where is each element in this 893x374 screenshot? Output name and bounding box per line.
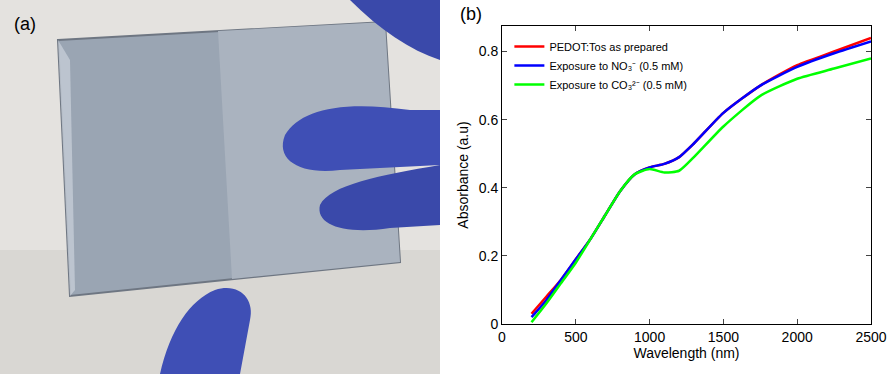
svg-text:2500: 2500 bbox=[855, 329, 886, 345]
svg-text:500: 500 bbox=[564, 329, 588, 345]
svg-text:PEDOT:Tos as prepared: PEDOT:Tos as prepared bbox=[549, 41, 668, 53]
svg-text:1500: 1500 bbox=[708, 329, 739, 345]
svg-text:(a): (a) bbox=[14, 14, 36, 34]
svg-text:0: 0 bbox=[490, 316, 498, 332]
svg-text:0: 0 bbox=[498, 329, 506, 345]
svg-text:Absorbance (a.u): Absorbance (a.u) bbox=[455, 121, 471, 228]
svg-text:Exposure to CO₃²⁻ (0.5 mM): Exposure to CO₃²⁻ (0.5 mM) bbox=[549, 79, 686, 91]
svg-text:0.8: 0.8 bbox=[479, 43, 499, 59]
svg-text:0.6: 0.6 bbox=[479, 112, 499, 128]
svg-text:0.4: 0.4 bbox=[479, 180, 499, 196]
svg-text:(b): (b) bbox=[460, 4, 482, 24]
svg-text:0.2: 0.2 bbox=[479, 248, 499, 264]
svg-text:Wavelength (nm): Wavelength (nm) bbox=[633, 345, 739, 361]
svg-text:Exposure to NO₃⁻ (0.5 mM): Exposure to NO₃⁻ (0.5 mM) bbox=[549, 60, 683, 72]
svg-text:2000: 2000 bbox=[782, 329, 813, 345]
svg-text:1000: 1000 bbox=[634, 329, 665, 345]
